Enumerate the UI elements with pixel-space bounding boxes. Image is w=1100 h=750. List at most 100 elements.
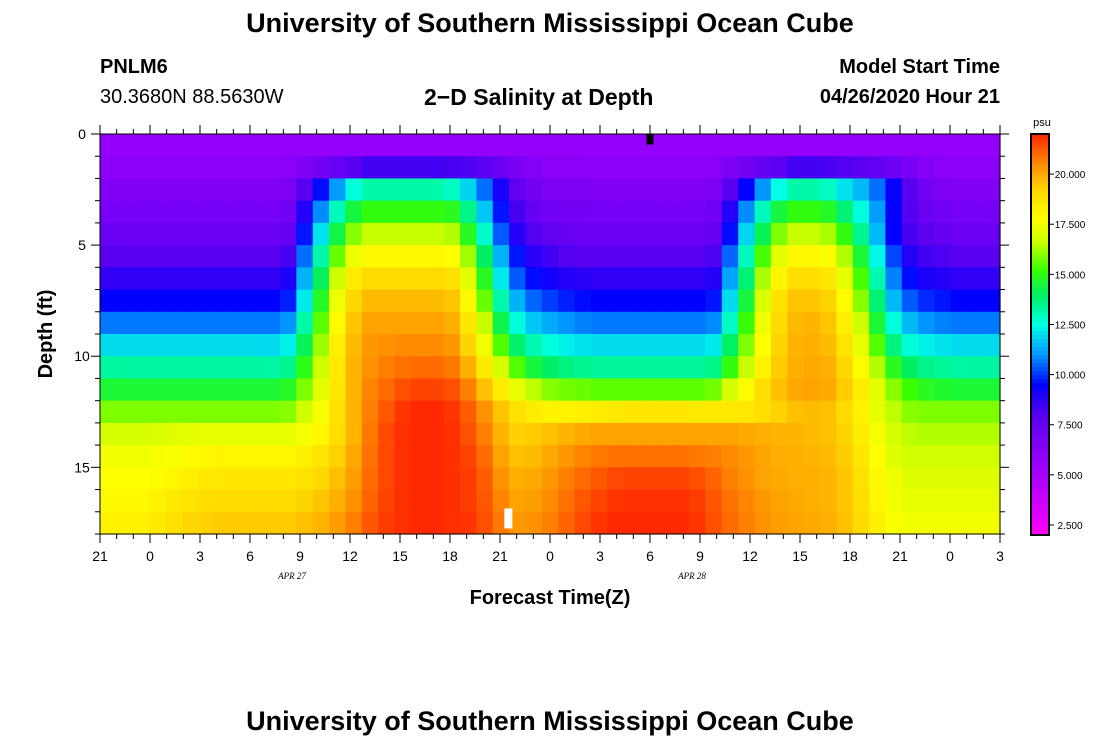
heatmap-cell: [378, 267, 396, 291]
heatmap-cell: [247, 200, 265, 224]
colorbar-swatch: [1031, 434, 1049, 440]
heatmap-cell: [590, 245, 608, 268]
heatmap-cell: [312, 289, 330, 313]
colorbar-swatch: [1031, 138, 1049, 143]
heatmap-cell: [607, 245, 625, 268]
heatmap-cell: [230, 445, 248, 468]
heatmap-cell: [901, 245, 919, 268]
colorbar-unit: psu: [1033, 117, 1051, 129]
heatmap-cell: [100, 445, 117, 468]
colorbar-swatch: [1031, 206, 1049, 211]
heatmap-cell: [590, 311, 608, 335]
colorbar-swatch: [1031, 258, 1049, 263]
heatmap-cell: [149, 467, 167, 491]
heatmap-cell: [803, 178, 821, 202]
heatmap-cell: [885, 445, 903, 468]
heatmap-cell: [558, 200, 576, 224]
heatmap-cell: [950, 267, 968, 291]
heatmap-cell: [918, 334, 936, 357]
heatmap-cell: [476, 245, 494, 268]
heatmap-cell: [443, 156, 461, 180]
heatmap-cell: [967, 311, 985, 335]
colorbar-tick-label: 15.000: [1055, 270, 1086, 281]
x-tick-label: 3: [996, 548, 1004, 564]
heatmap-cell: [296, 378, 314, 402]
heatmap-cell: [721, 222, 739, 246]
heatmap-cell: [132, 156, 150, 180]
heatmap-cell: [803, 245, 821, 268]
heatmap-cell: [263, 422, 281, 446]
heatmap-cell: [263, 511, 281, 535]
heatmap-cell: [820, 467, 837, 491]
heatmap-cell: [836, 378, 854, 402]
heatmap-cell: [312, 178, 330, 202]
heatmap-cell: [476, 134, 494, 157]
colorbar-tick-label: 2.500: [1057, 521, 1082, 532]
heatmap-cell: [852, 245, 870, 268]
heatmap-cell: [198, 311, 216, 335]
heatmap-cell: [263, 467, 281, 491]
heatmap-cell: [574, 400, 592, 424]
heatmap-cell: [590, 200, 608, 224]
heatmap-cell: [329, 356, 347, 380]
heatmap-cell: [312, 400, 330, 424]
heatmap-cell: [230, 311, 248, 335]
heatmap-cell: [590, 334, 608, 357]
heatmap-cell: [836, 334, 854, 357]
heatmap-cell: [280, 511, 297, 535]
heatmap-cell: [296, 445, 314, 468]
heatmap-cell: [427, 178, 445, 202]
heatmap-cell: [803, 289, 821, 313]
heatmap-cell: [541, 200, 559, 224]
heatmap-cell: [623, 267, 641, 291]
heatmap-cell: [607, 156, 625, 180]
heatmap-cell: [410, 200, 428, 224]
heatmap-cell: [623, 178, 641, 202]
heatmap-cell: [312, 222, 330, 246]
heatmap-cell: [705, 400, 723, 424]
heatmap-cell: [869, 245, 887, 268]
heatmap-cell: [410, 134, 428, 157]
heatmap-cell: [296, 156, 314, 180]
heatmap-cell: [574, 289, 592, 313]
heatmap-cell: [149, 400, 167, 424]
heatmap-cell: [410, 356, 428, 380]
colorbar-swatch: [1031, 214, 1049, 219]
heatmap-cell: [230, 156, 248, 180]
heatmap-cell: [263, 222, 281, 246]
heatmap-cell: [525, 178, 543, 202]
heatmap-cell: [214, 311, 232, 335]
heatmap-cell: [361, 511, 379, 535]
heatmap-cell: [476, 289, 494, 313]
heatmap-cell: [623, 222, 641, 246]
heatmap-cell: [378, 245, 396, 268]
heatmap-cell: [247, 222, 265, 246]
heatmap-cell: [689, 222, 707, 246]
heatmap-cell: [165, 134, 183, 157]
heatmap-cell: [738, 378, 756, 402]
heatmap-cell: [525, 156, 543, 180]
x-tick-label: 0: [146, 548, 154, 564]
heatmap-cell: [770, 200, 788, 224]
heatmap-cell: [869, 400, 887, 424]
heatmap-cell: [378, 445, 396, 468]
heatmap-cell: [689, 334, 707, 357]
heatmap-cell: [116, 511, 134, 535]
heatmap-cell: [656, 489, 674, 513]
heatmap-cell: [983, 311, 1001, 335]
heatmap-cell: [230, 289, 248, 313]
heatmap-cell: [950, 356, 968, 380]
heatmap-cell: [427, 400, 445, 424]
heatmap-cell: [476, 400, 494, 424]
heatmap-cell: [116, 422, 134, 446]
heatmap-cell: [950, 334, 968, 357]
heatmap-cell: [378, 489, 396, 513]
heatmap-cell: [525, 311, 543, 335]
heatmap-cell: [787, 178, 805, 202]
heatmap-cell: [640, 156, 657, 180]
heatmap-cell: [427, 134, 445, 157]
heatmap-cell: [181, 245, 199, 268]
heatmap-cell: [312, 267, 330, 291]
heatmap-cell: [198, 400, 216, 424]
heatmap-cell: [705, 311, 723, 335]
